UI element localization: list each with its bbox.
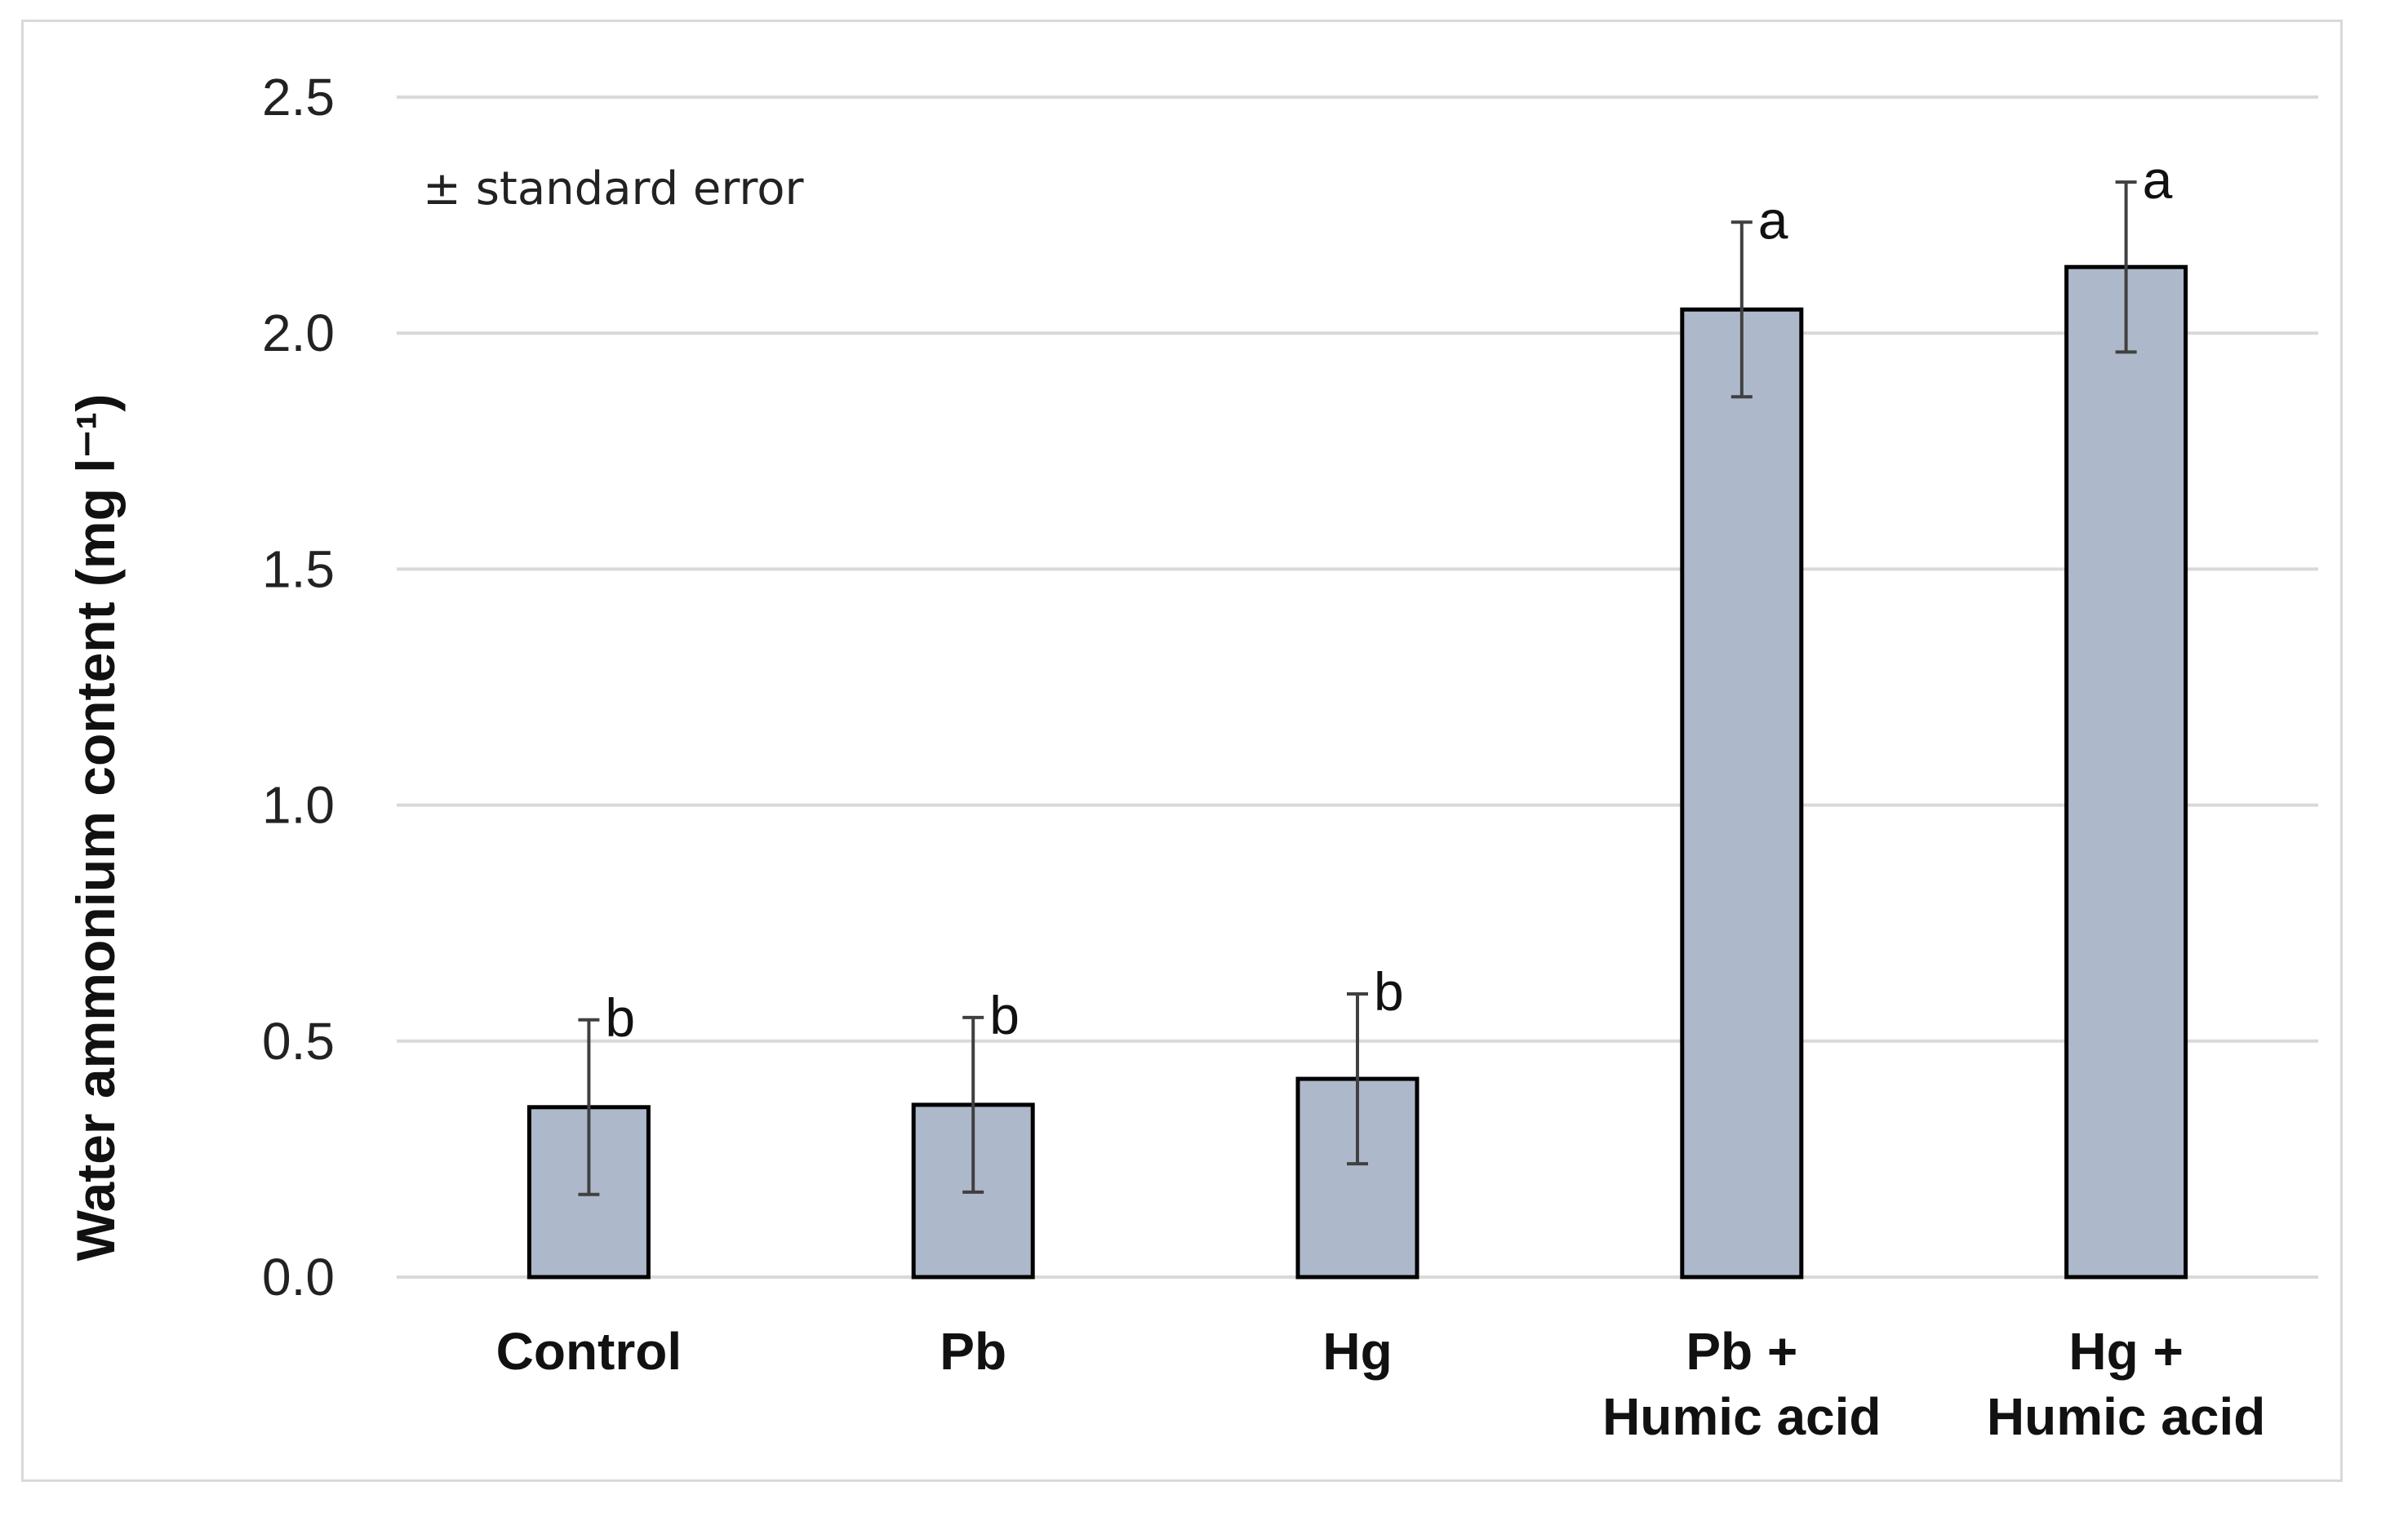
y-tick-label: 0.0 <box>262 1248 335 1306</box>
x-tick-label-line: Humic acid <box>1987 1387 2265 1446</box>
error-bar <box>1730 220 1753 399</box>
error-bars <box>578 180 2137 1196</box>
chart-frame <box>21 20 2343 1482</box>
x-tick-label-line: Control <box>496 1322 682 1381</box>
y-tick-label: 2.5 <box>262 68 335 126</box>
bar <box>1680 307 1804 1280</box>
x-tick-label-line: Hg + <box>2068 1322 2183 1381</box>
x-tick-label: Hg + Humic acid <box>1987 1322 2265 1446</box>
x-tick-label: Hg <box>1322 1322 1392 1381</box>
gridlines <box>397 95 2318 1279</box>
y-tick-label: 2.0 <box>262 304 335 362</box>
error-bar <box>578 1018 600 1196</box>
y-axis-ticks: 0.0 0.5 1.0 1.5 2.0 2.5 <box>262 68 335 1306</box>
x-tick-label: Pb + Humic acid <box>1602 1322 1881 1446</box>
x-tick-label-line: Hg <box>1322 1322 1392 1381</box>
y-tick-label: 1.5 <box>262 539 335 598</box>
bar <box>2064 264 2188 1280</box>
significance-letter: b <box>1374 961 1404 1022</box>
x-axis-labels: Control Pb Hg Pb + Humic acid Hg + Humic acid <box>496 1322 2266 1446</box>
error-bar <box>2115 180 2137 354</box>
x-tick-label: Pb <box>940 1322 1006 1381</box>
x-tick-label-line: Pb <box>940 1322 1006 1381</box>
y-axis-label: Water ammonium content (mg l⁻¹) <box>65 394 126 1262</box>
significance-letter: b <box>605 987 635 1048</box>
y-tick-label: 1.0 <box>262 776 335 835</box>
significance-letter: a <box>2143 149 2173 210</box>
x-tick-label-line: Humic acid <box>1602 1387 1881 1446</box>
x-tick-label: Control <box>496 1322 682 1381</box>
standard-error-note: ± standard error <box>423 162 804 215</box>
error-bar <box>1347 991 1368 1166</box>
significance-letters: b b b a a <box>605 149 2172 1048</box>
x-tick-label-line: Pb + <box>1686 1322 1797 1381</box>
error-bar <box>962 1015 984 1194</box>
y-tick-label: 0.5 <box>262 1012 335 1071</box>
significance-letter: a <box>1758 189 1788 250</box>
significance-letter: b <box>989 985 1020 1045</box>
